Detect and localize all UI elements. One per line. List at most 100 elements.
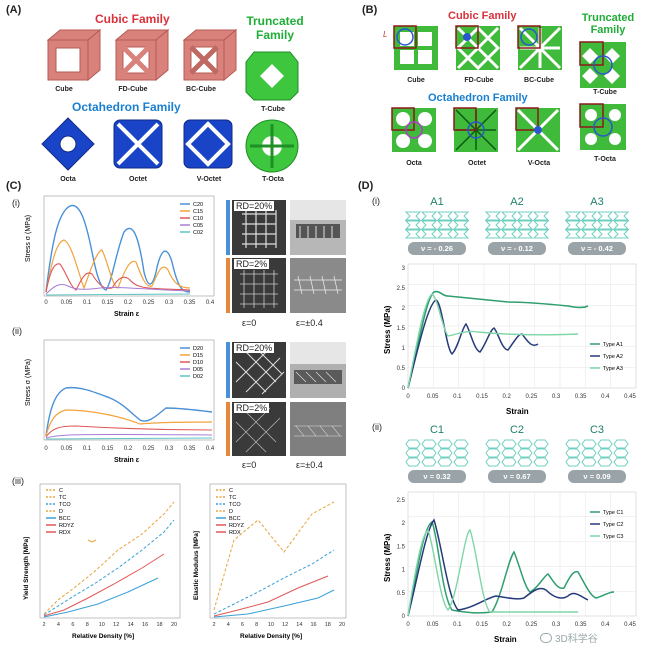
legend-entry: D [59,509,63,515]
y-tick-label: 2.5 [397,498,406,504]
t-octa-caption: T-Octa [262,176,284,183]
plot-d-i-legend: Type A1 Type A2 Type A3 [590,342,623,372]
t-octa-render [245,119,299,173]
d15-curve [45,409,213,437]
cell-name: A2 [510,196,524,208]
plot-c-iii-yield: Yield Strength [MPa] Relative Density [%… [23,483,181,640]
x-tick-label: 0 [406,622,410,628]
plot-d-i-ylabel: Stress (MPa) [383,305,392,354]
plot-d-ii-xticks: 0 0.05 0.1 0.15 0.2 0.25 0.3 0.35 0.4 0.45 [406,622,636,628]
plot-d-i-xlabel: Strain [506,407,529,416]
octahedron-lattice-renders [41,117,233,171]
x-tick-label: 16 [142,622,148,628]
x-tick-label: 10 [99,622,105,628]
fd-cube-caption: FD-Cube [118,86,148,93]
y-tick-label: 0 [402,614,406,620]
dimension-l-label: L [383,30,388,39]
x-tick-label: 0.4 [601,394,610,400]
rd2-label-i: RD=2% [234,259,270,269]
legend-entry: RDX [229,530,241,536]
x-tick-label: 0 [44,446,48,452]
x-tick-label: 0.4 [601,622,610,628]
x-tick-label: 0.3 [165,300,174,306]
legend-entry: Type A2 [603,354,623,360]
legend-entry: C15 [193,209,203,215]
panel-d-sub-ii: (ii) [372,422,382,432]
c-i-photo-rd2-e04 [290,258,346,313]
plot-c-ii-xticks: 0 0.05 0.1 0.15 0.2 0.25 0.3 0.35 0.4 [44,446,215,452]
legend-entry: Type C2 [603,522,623,528]
d20-curve [45,386,213,437]
type-c3-curve [407,528,578,617]
d02-curve [45,437,213,440]
legend-entry: D05 [193,367,203,373]
c-i-eps04: ε=±0.4 [296,318,323,328]
legend-entry: TCO [229,502,241,508]
x-tick-label: 0.3 [552,394,561,400]
panel-d-sub-i: (i) [372,196,380,206]
c05-curve [45,283,191,295]
plot-yield-xlabel: Relative Density [%] [72,633,134,640]
legend-entry: C [59,488,63,494]
x-tick-label: 0.05 [427,622,439,628]
x-tick-label: 8 [86,622,89,628]
legend-entry: Type C1 [603,510,623,516]
c10-curve [45,263,191,293]
y-tick-label: 0 [402,386,406,392]
legend-entry: RDX [59,530,71,536]
x-tick-label: 0.1 [453,394,462,400]
legend-entry: Type A3 [603,366,623,372]
x-tick-label: 0.15 [476,622,488,628]
octet-cell-render [113,119,163,169]
octa-cell-render [41,117,95,171]
panel-c-sub-i: (i) [12,198,20,208]
plot-c-i-xticks: 0 0.05 0.1 0.15 0.2 0.25 0.3 0.35 0.4 [44,300,215,306]
x-tick-label: 0.45 [624,622,636,628]
x-tick-label: 0.05 [61,446,73,452]
y-tick-label: 3 [402,266,406,272]
rd2-label-ii: RD=2% [234,403,270,413]
plot-d-i: Stress (MPa) Strain 00.511.522.53 0 0.05 0… [383,263,636,416]
x-tick-label: 12 [113,622,119,628]
poisson-ratio-badge: ν = - 0.12 [488,242,546,255]
x-tick-label: 0.1 [83,446,92,452]
poisson-ratio-badge: ν = 0.09 [568,470,626,483]
legend-entry: D15 [193,353,203,359]
type-a1-curve [407,290,589,389]
poisson-ratio-badge: ν = - 0.26 [408,242,466,255]
b-truncated-line1: Truncated [581,12,635,24]
cube-caption: Cube [55,86,73,93]
plot-c-ii-ylabel: Stress σ (MPa) [25,359,32,406]
panel-b-label: (B) [362,4,378,16]
x-tick-label: 0.35 [184,446,196,452]
poisson-ratio-badge: ν = 0.67 [488,470,546,483]
x-tick-label: 0.25 [525,394,537,400]
rd20-label-i: RD=20% [234,201,275,211]
legend-entry: RDYZ [229,523,245,529]
x-tick-label: 12 [282,622,288,628]
y-tick-label: 2 [402,306,406,312]
b-t-octa-caption: T-Octa [594,156,616,163]
modulus-bcc-series [213,589,335,618]
legend-entry: C05 [193,223,203,229]
legend-entry: BCC [229,516,241,522]
b-octa-caption: Octa [406,160,422,167]
plot-d-i-grid [408,264,636,388]
c-ii-eps04: ε=±0.4 [296,460,323,470]
wechat-icon [540,632,552,643]
plot-modulus-xticks: 2 4 6 8 10 12 14 16 18 20 [212,622,345,628]
c-ii-photo-rd20-e0: RD=20% [232,342,286,398]
plot-c-ii-xlabel: Strain ε [114,457,140,464]
legend-entry: D [229,509,233,515]
y-tick-label: 1 [402,346,406,352]
cell-pattern [404,211,470,239]
b-t-cube-caption: T-Cube [593,89,617,96]
legend-entry: Type C3 [603,534,623,540]
legend-entry: BCC [59,516,71,522]
v-octet-caption: V-Octet [196,176,222,183]
y-tick-label: 2.5 [397,286,406,292]
x-tick-label: 18 [156,622,162,628]
panel-b-octa-title: Octahedron Family [428,92,528,104]
c-ii-bar-blue [226,342,230,398]
